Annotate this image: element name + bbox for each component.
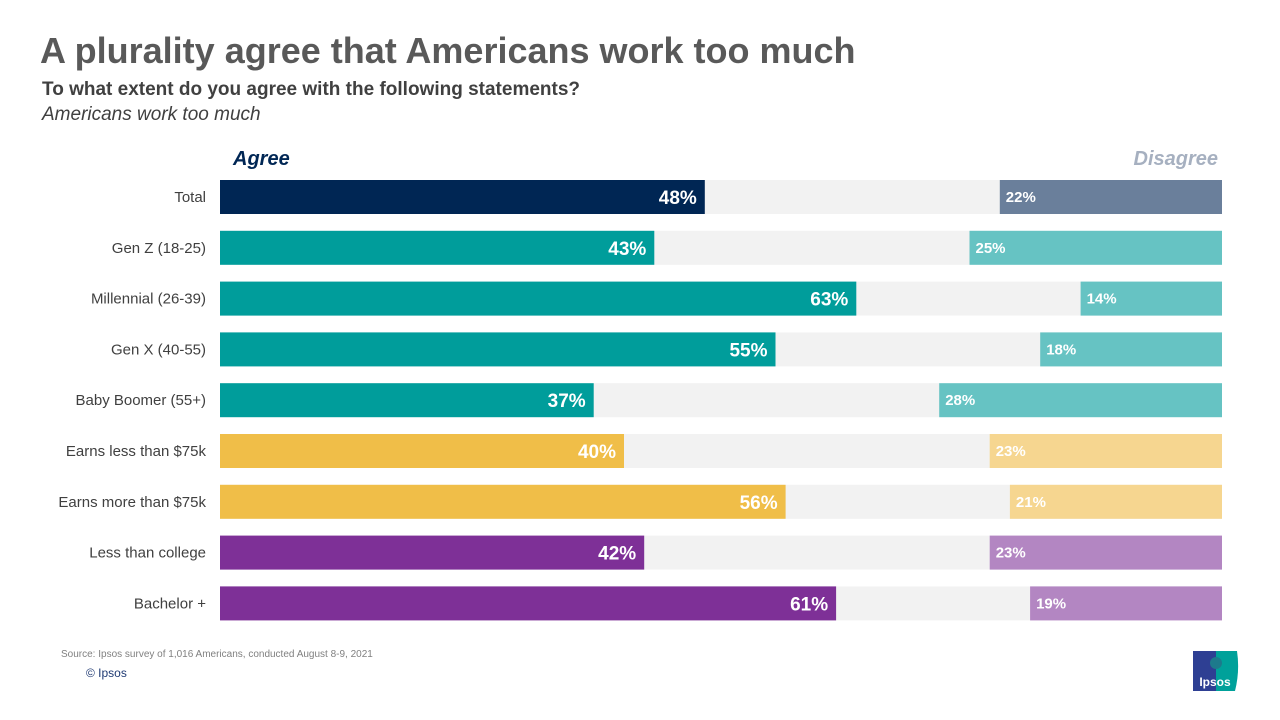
disagree-value-label: 18% <box>1046 341 1076 358</box>
agree-value-label: 42% <box>598 544 636 565</box>
disagree-bar <box>989 434 1222 468</box>
disagree-value-label: 19% <box>1036 595 1066 612</box>
page-title: A plurality agree that Americans work to… <box>40 30 856 71</box>
disagree-bar <box>999 180 1222 214</box>
disagree-bar <box>989 535 1222 570</box>
agree-bar <box>220 383 594 418</box>
disagree-value-label: 21% <box>1016 494 1046 511</box>
category-label: Gen Z (18-25) <box>112 240 206 257</box>
svg-text:Ipsos: Ipsos <box>1199 675 1231 689</box>
agree-bar <box>220 535 645 570</box>
agree-value-label: 55% <box>729 340 767 361</box>
category-label: Baby Boomer (55+) <box>76 392 206 409</box>
agree-bar <box>220 586 837 621</box>
ipsos-logo: Ipsos <box>1193 651 1239 691</box>
disagree-bar <box>1080 281 1222 316</box>
agree-value-label: 37% <box>548 391 586 412</box>
agree-bar <box>220 180 705 214</box>
disagree-value-label: 23% <box>996 545 1026 562</box>
agree-bar <box>220 332 776 367</box>
agree-value-label: 63% <box>810 290 848 311</box>
disagree-value-label: 23% <box>996 443 1026 460</box>
agree-bar <box>220 281 857 316</box>
agree-header: Agree <box>233 148 290 170</box>
disagree-bar <box>939 383 1222 418</box>
agree-bar <box>220 230 655 265</box>
agree-bar <box>220 484 786 519</box>
category-label: Less than college <box>89 545 206 562</box>
disagree-value-label: 14% <box>1087 291 1117 308</box>
disagree-value-label: 22% <box>1006 189 1036 206</box>
disagree-bar <box>1040 332 1222 367</box>
agree-bar <box>220 434 624 468</box>
source-note: Source: Ipsos survey of 1,016 Americans,… <box>61 649 373 660</box>
disagree-bar <box>1030 586 1222 621</box>
category-label: Bachelor + <box>134 595 206 612</box>
category-label: Earns less than $75k <box>66 443 207 460</box>
category-label: Millennial (26-39) <box>91 291 206 308</box>
disagree-value-label: 25% <box>976 240 1006 257</box>
agree-value-label: 40% <box>578 442 616 463</box>
copyright: © Ipsos <box>86 666 127 680</box>
agree-value-label: 56% <box>740 493 778 514</box>
category-label: Total <box>174 189 206 206</box>
category-label: Earns more than $75k <box>58 494 206 511</box>
disagree-bar <box>969 230 1222 265</box>
disagree-bar <box>1009 484 1222 519</box>
agree-value-label: 61% <box>790 594 828 615</box>
category-label: Gen X (40-55) <box>111 341 206 358</box>
statement: Americans work too much <box>42 104 261 125</box>
disagree-value-label: 28% <box>945 392 975 409</box>
agree-value-label: 43% <box>608 239 646 260</box>
subtitle: To what extent do you agree with the fol… <box>42 79 581 100</box>
agree-value-label: 48% <box>659 188 697 209</box>
disagree-header: Disagree <box>1133 148 1219 170</box>
